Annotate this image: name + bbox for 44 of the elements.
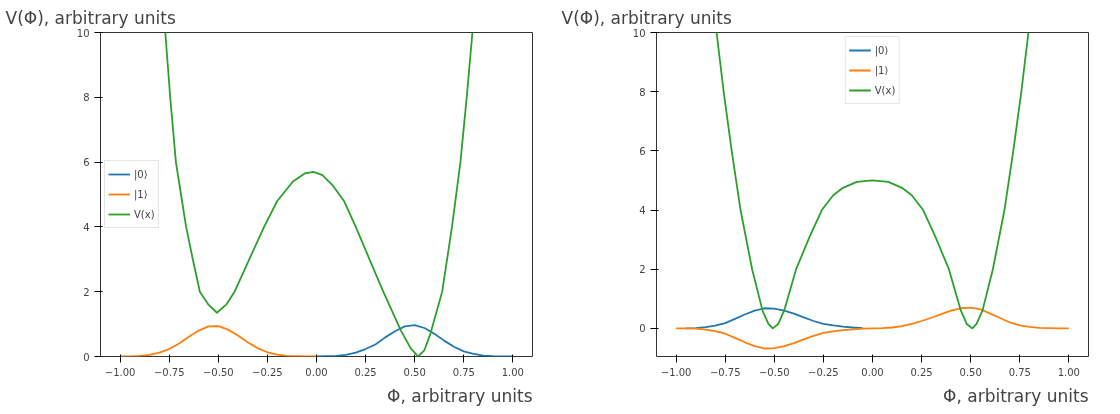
x-tick-label: 0.50 bbox=[403, 366, 426, 378]
y-tick-label: 2 bbox=[83, 286, 90, 298]
x-tick-label: 0.00 bbox=[305, 366, 328, 378]
y-tick-label: 4 bbox=[639, 205, 646, 217]
x-tick-label: 0.75 bbox=[452, 366, 475, 378]
x-tick-label: −0.25 bbox=[808, 366, 839, 378]
legend-label: |1⟩ bbox=[874, 64, 890, 76]
line-series bbox=[715, 32, 1030, 330]
legend-label: V(x) bbox=[874, 84, 896, 96]
x-tick-label: 0.50 bbox=[959, 366, 982, 378]
x-tick-label: 0.75 bbox=[1008, 366, 1031, 378]
x-tick-label: −1.00 bbox=[660, 366, 692, 378]
y-tick-label: 6 bbox=[639, 145, 646, 157]
x-axis-title: Φ, arbitrary units bbox=[943, 385, 1089, 406]
y-tick-label: 10 bbox=[76, 27, 90, 39]
x-tick-label: −1.00 bbox=[104, 366, 136, 378]
y-tick-label: 0 bbox=[83, 351, 90, 363]
x-tick-label: 0.00 bbox=[861, 366, 884, 378]
legend-label: |0⟩ bbox=[134, 168, 149, 180]
legend-label: |1⟩ bbox=[134, 188, 149, 200]
x-tick-label: −0.50 bbox=[759, 366, 790, 378]
y-tick-label: 8 bbox=[83, 92, 90, 104]
line-series bbox=[675, 306, 1070, 350]
y-tick-label: 0 bbox=[639, 323, 646, 335]
x-tick-label: 1.00 bbox=[501, 366, 524, 378]
x-tick-label: 1.00 bbox=[1057, 366, 1080, 378]
line-series bbox=[685, 307, 864, 330]
x-tick-label: −0.75 bbox=[153, 366, 185, 378]
y-tick-label: 6 bbox=[83, 157, 90, 169]
legend-label: |0⟩ bbox=[874, 44, 890, 56]
y-tick-label: 4 bbox=[83, 221, 90, 233]
legend-label: V(x) bbox=[134, 208, 155, 220]
y-tick-label: 8 bbox=[639, 86, 646, 98]
x-tick-label: −0.75 bbox=[709, 366, 741, 378]
x-axis-title: Φ, arbitrary units bbox=[387, 385, 533, 406]
x-tick-label: 0.25 bbox=[910, 366, 933, 378]
y-axis-title: V(Φ), arbitrary units bbox=[561, 7, 732, 28]
y-axis-title: V(Φ), arbitrary units bbox=[5, 7, 176, 28]
x-tick-label: 0.25 bbox=[354, 366, 377, 378]
x-tick-label: −0.25 bbox=[252, 366, 283, 378]
y-tick-label: 2 bbox=[639, 264, 646, 276]
line-series bbox=[164, 32, 474, 357]
x-tick-label: −0.50 bbox=[203, 366, 234, 378]
y-tick-label: 10 bbox=[632, 27, 646, 39]
